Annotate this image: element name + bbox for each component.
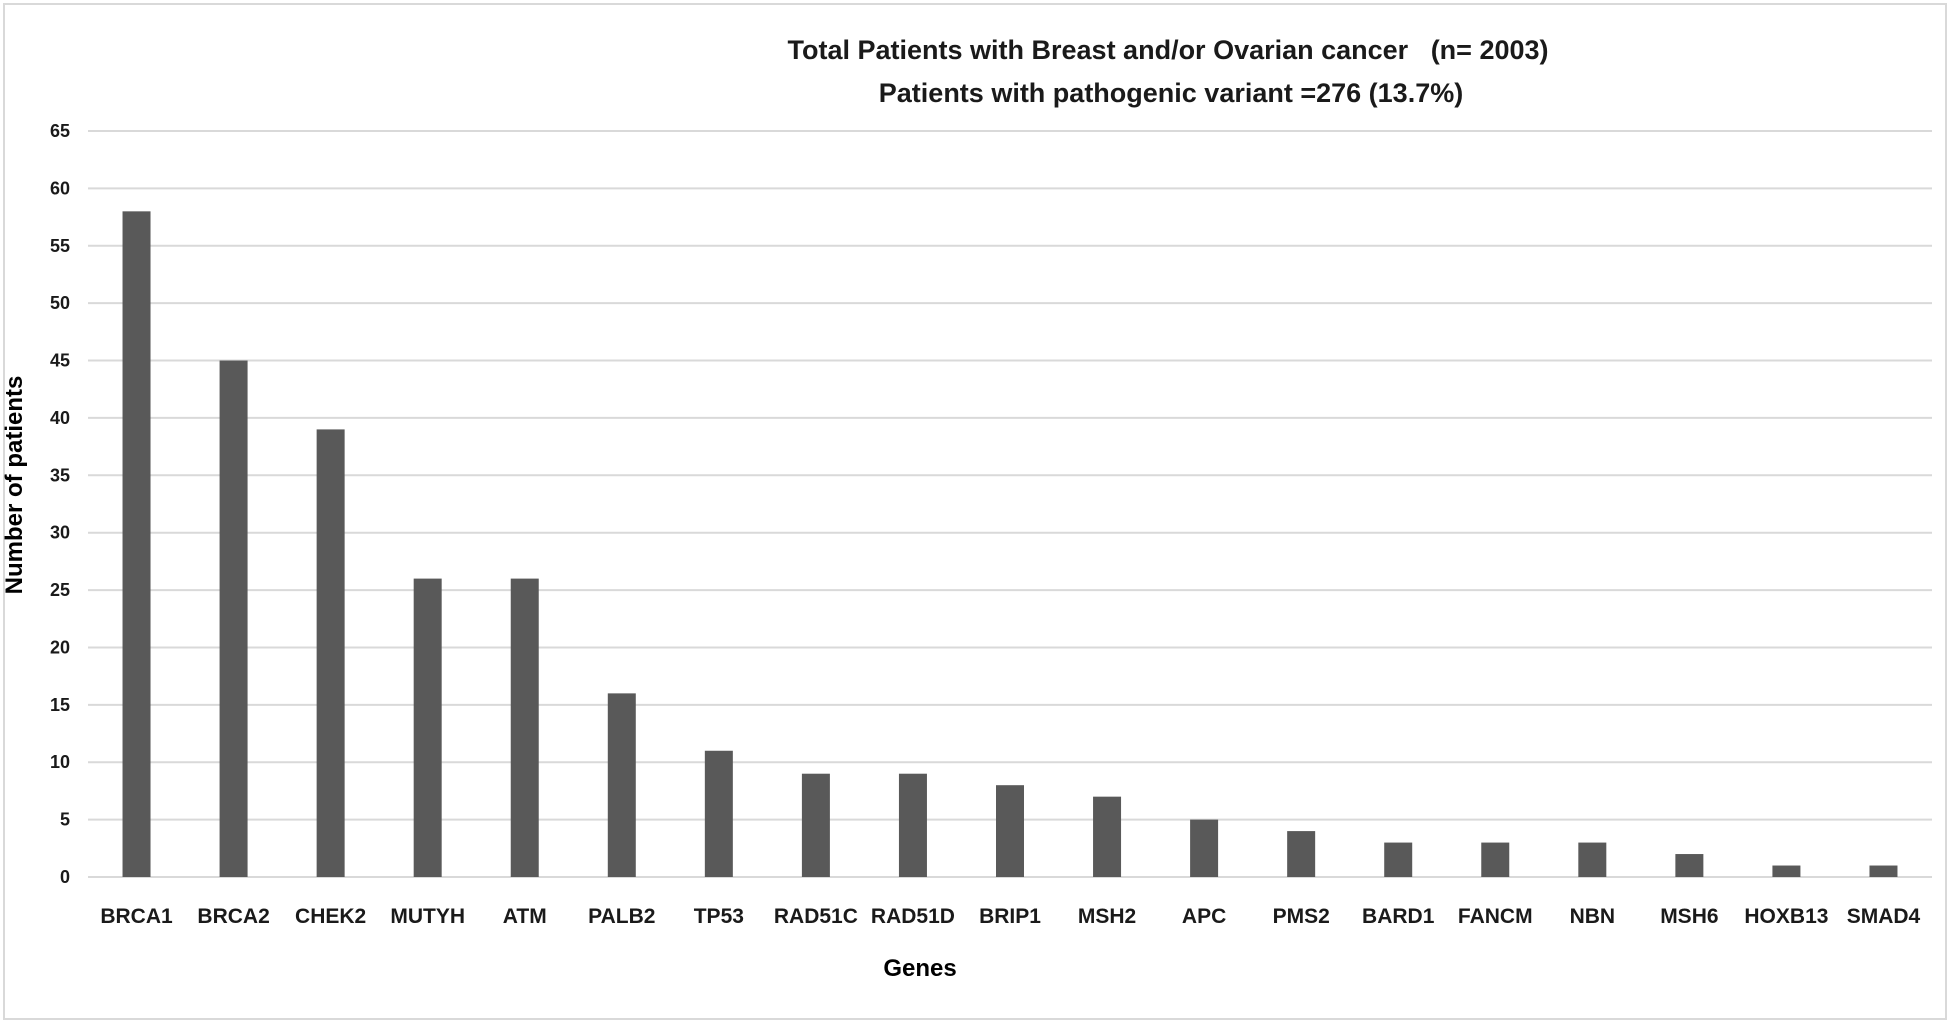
x-tick-labels: BRCA1 BRCA2 CHEK2 MUTYH ATM PALB2 TP53 RAD51C RA… [100,905,1920,928]
x-tick-label: BRIP1 [979,905,1041,928]
chart-title: Total Patients with Breast and/or Ovaria… [788,35,1549,65]
y-tick-label: 25 [50,580,70,600]
bar-rad51c [801,773,830,877]
x-tick-label: SMAD4 [1847,905,1921,928]
bar-fancm [1481,842,1510,877]
y-tick-label: 10 [50,752,70,772]
bar-msh6 [1675,854,1704,877]
bar-pms2 [1287,831,1316,877]
y-tick-label: 30 [50,523,70,543]
bar-hoxb13 [1772,865,1801,877]
x-tick-label: ATM [503,905,547,928]
bar-brip1 [996,785,1024,877]
y-axis-label: Number of patients [1,376,28,595]
y-tick-label: 35 [50,465,70,485]
y-tick-label: 40 [50,408,70,428]
bar-apc [1190,819,1219,877]
bar-palb2 [607,693,636,877]
y-tick-label: 20 [50,637,70,657]
x-tick-label: BRCA1 [100,905,173,928]
y-tick-label: 65 [50,121,70,141]
bar-chek2 [316,429,345,877]
bar-msh2 [1093,796,1122,877]
x-tick-label: NBN [1570,905,1616,928]
bar-rad51d [898,773,927,877]
x-tick-label: PMS2 [1273,905,1330,928]
bar-smad4 [1869,865,1898,877]
y-tick-label: 15 [50,695,70,715]
y-tick-label: 45 [50,351,70,371]
y-tick-label: 0 [60,867,70,887]
chart-subtitle: Patients with pathogenic variant =276 (1… [879,78,1463,108]
gridlines [88,130,1932,878]
x-tick-label: BRCA2 [197,905,269,928]
x-tick-label: HOXB13 [1744,905,1828,928]
bar-tp53 [704,750,733,877]
y-tick-label: 60 [50,178,70,198]
x-tick-label: MSH6 [1660,905,1718,928]
x-tick-label: RAD51D [871,905,955,928]
x-tick-label: TP53 [694,905,744,928]
x-tick-label: BARD1 [1362,905,1435,928]
bars [122,211,1898,878]
bar-nbn [1578,842,1607,877]
y-tick-label: 50 [50,293,70,313]
x-tick-label: APC [1182,905,1226,928]
bar-brca2 [219,360,248,877]
bar-atm [510,578,539,877]
x-tick-label: CHEK2 [295,905,366,928]
bar-bard1 [1384,842,1413,877]
y-tick-labels: 0 5 10 15 20 25 30 35 40 45 50 55 60 65 [50,121,70,887]
chart-frame [3,3,1947,1020]
x-tick-label: RAD51C [774,905,858,928]
x-tick-label: MSH2 [1078,905,1136,928]
x-tick-label: PALB2 [588,905,655,928]
y-tick-label: 55 [50,236,70,256]
x-axis-label: Genes [883,955,956,982]
bar-mutyh [413,578,442,877]
bar-brca1 [122,211,151,878]
y-tick-label: 5 [60,810,70,830]
x-tick-label: MUTYH [390,905,465,928]
x-tick-label: FANCM [1458,905,1533,928]
